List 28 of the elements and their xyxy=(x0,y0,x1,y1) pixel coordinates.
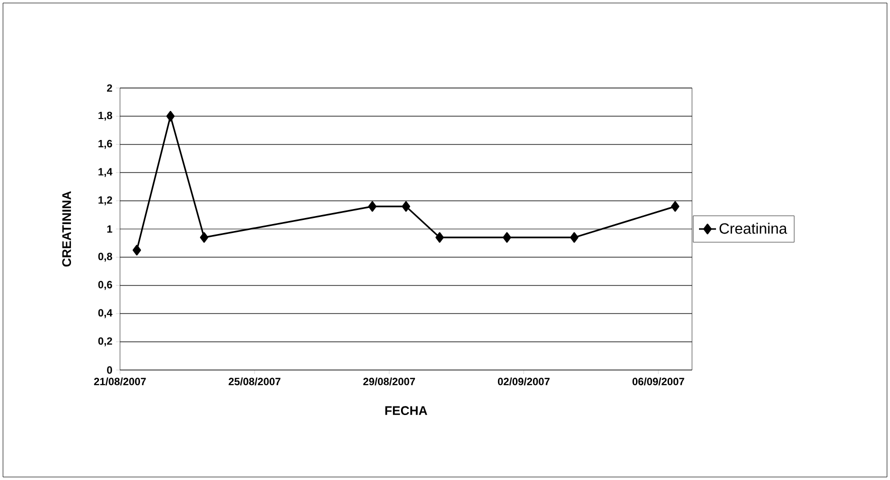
point xyxy=(502,232,512,243)
point xyxy=(132,244,141,256)
x-tick-label: 06/09/2007 xyxy=(632,378,684,386)
y-axis-title: CREATININA xyxy=(62,191,72,267)
y-tick-label: 0,4 xyxy=(98,309,112,318)
x-tick-label: 02/09/2007 xyxy=(498,378,550,386)
point xyxy=(402,201,410,212)
x-tick-label: 25/08/2007 xyxy=(228,378,280,386)
point xyxy=(166,110,175,122)
x-tick-label: 21/08/2007 xyxy=(94,378,146,386)
y-tick-label: 1,6 xyxy=(98,140,112,149)
y-tick-label: 0,6 xyxy=(98,280,112,290)
x-axis-title: FECHA xyxy=(385,406,428,416)
point xyxy=(368,201,377,212)
y-tick-label: 1,4 xyxy=(98,168,112,178)
legend-label: Creatinina xyxy=(720,222,788,234)
y-tick-label: 0 xyxy=(107,366,112,374)
point xyxy=(200,232,208,243)
x-tick-label: 29/08/2007 xyxy=(363,378,415,386)
point xyxy=(435,232,444,243)
y-tick-label: 0,2 xyxy=(98,337,112,346)
y-tick-label: 1 xyxy=(107,225,112,233)
y-tick-label: 2 xyxy=(107,84,112,92)
y-tick-label: 1,2 xyxy=(98,196,112,206)
point xyxy=(671,201,680,212)
y-tick-label: 1,8 xyxy=(98,112,112,121)
y-tick-label: 0,8 xyxy=(98,252,112,262)
point xyxy=(570,232,578,243)
